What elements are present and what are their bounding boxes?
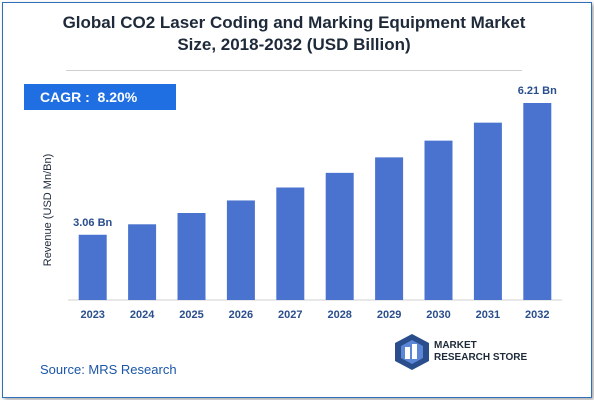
bar-2024 [128, 224, 157, 300]
cagr-badge: CAGR : 8.20% [24, 84, 176, 110]
logo-line-1: MARKET [434, 340, 477, 351]
bar-2027 [276, 187, 305, 300]
logo-mark-icon [395, 334, 429, 370]
bar-2026 [226, 200, 255, 300]
bar-2031 [473, 122, 502, 300]
bar-2032 [523, 103, 552, 300]
title-line-1: Global CO2 Laser Coding and Marking Equi… [62, 13, 526, 32]
x-tick-label: 2032 [525, 309, 549, 321]
title-line-2: Size, 2018-2032 (USD Billion) [177, 35, 411, 54]
x-tick-label: 2028 [327, 309, 351, 321]
bar-2029 [375, 157, 404, 300]
logo-line-2: RESEARCH STORE [434, 352, 528, 363]
logo-text: MARKET RESEARCH STORE [434, 340, 527, 364]
x-tick-label: 2025 [179, 309, 203, 321]
bar-2028 [325, 172, 354, 300]
company-logo: MARKET RESEARCH STORE [392, 332, 542, 372]
x-tick-label: 2026 [229, 309, 253, 321]
title-divider [66, 70, 522, 71]
x-tick-label: 2029 [377, 309, 401, 321]
chart-title: Global CO2 Laser Coding and Marking Equi… [0, 12, 588, 56]
x-tick-label: 2024 [130, 309, 155, 321]
data-label: 6.21 Bn [518, 85, 557, 97]
bar-2023 [78, 234, 107, 300]
x-tick-label: 2030 [426, 309, 450, 321]
source-note: Source: MRS Research [40, 362, 177, 377]
bar-2025 [177, 213, 206, 300]
x-tick-label: 2027 [278, 309, 302, 321]
bar-2030 [424, 140, 453, 300]
x-tick-label: 2031 [476, 309, 500, 321]
data-label: 3.06 Bn [73, 217, 112, 229]
x-tick-label: 2023 [80, 309, 104, 321]
